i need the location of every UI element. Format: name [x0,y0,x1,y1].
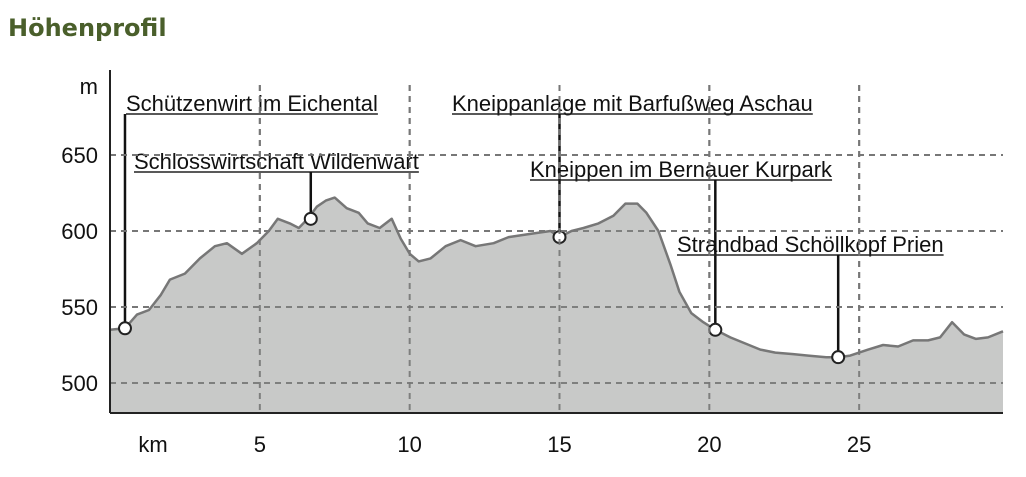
x-tick-label: 5 [254,432,266,457]
profile-area [110,197,1003,413]
poi-dot [831,350,846,365]
poi-label: Schützenwirt im Eichental [126,91,378,116]
x-tick-label: 25 [847,432,871,457]
page-title: Höhenprofil [8,14,167,42]
poi-label: Strandbad Schöllkopf Prien [677,232,944,257]
poi-label: Schlosswirtschaft Wildenwart [134,149,419,174]
poi-dot [708,322,723,337]
y-tick-label: 650 [61,143,98,168]
poi-label: Kneippen im Bernauer Kurpark [530,157,833,182]
poi-dot [117,321,132,336]
axes: m 500 550 600 650 km 5 10 15 20 25 [61,74,871,457]
points-of-interest: Schützenwirt im Eichental Schlosswirtscha… [117,91,944,365]
y-axis-unit: m [80,74,98,99]
poi-marker: Schlosswirtschaft Wildenwart [134,149,419,226]
x-axis-unit: km [138,432,167,457]
poi-marker: Schützenwirt im Eichental [117,91,378,336]
poi-dot [303,211,318,226]
y-tick-label: 500 [61,371,98,396]
y-tick-label: 600 [61,219,98,244]
x-tick-label: 10 [397,432,421,457]
poi-label: Kneippanlage mit Barfußweg Aschau [452,91,813,116]
y-tick-label: 550 [61,295,98,320]
x-tick-label: 20 [697,432,721,457]
x-tick-label: 15 [547,432,571,457]
poi-marker: Strandbad Schöllkopf Prien [677,232,944,365]
